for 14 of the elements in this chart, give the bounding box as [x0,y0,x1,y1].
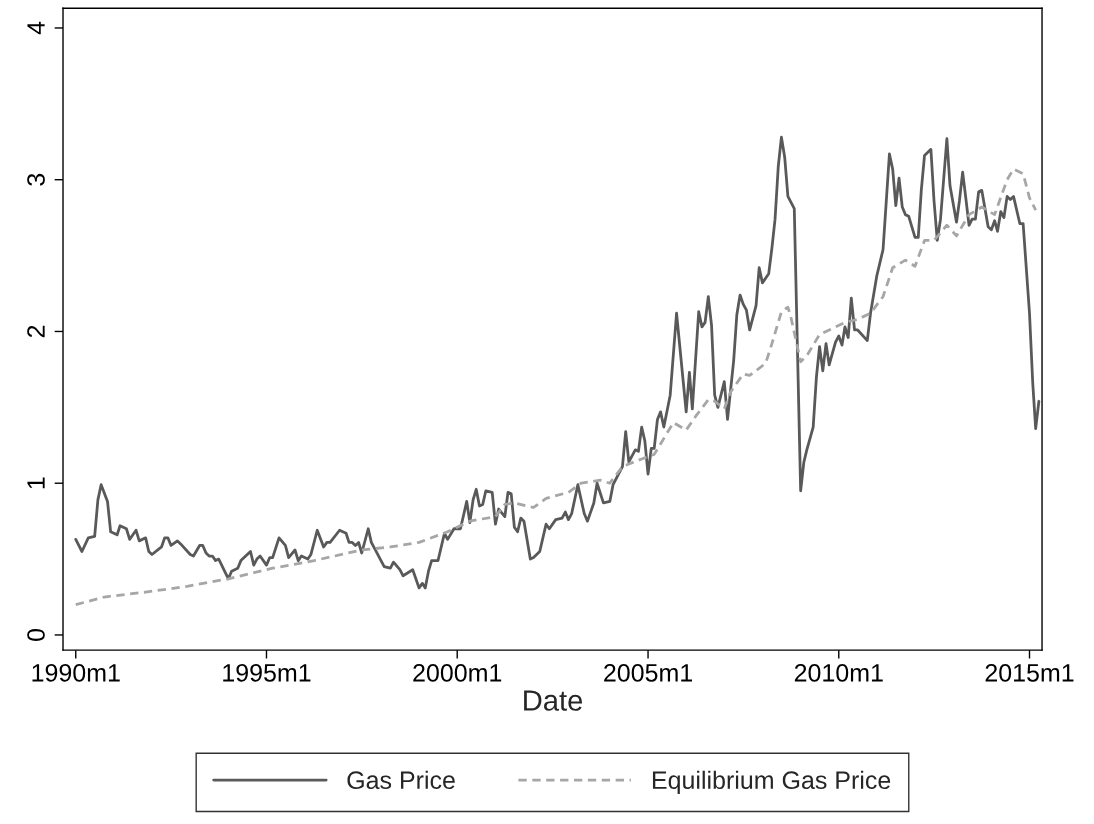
x-tick-label: 2000m1 [413,663,502,682]
y-tick-label: 0 [27,628,45,641]
x-tick-label: 2010m1 [794,663,883,682]
y-tick-label: 4 [27,21,45,35]
x-tick-label: 1995m1 [223,663,311,682]
x-tick-label: 2005m1 [604,663,692,682]
legend-label: Gas Price [347,770,455,790]
x-tick-label: 2015m1 [985,663,1074,682]
x-axis-title: Date [524,690,583,711]
legend-label: Equilibrium Gas Price [652,770,891,794]
x-tick-label: 1990m1 [32,663,120,682]
y-tick-label: 3 [27,173,45,186]
y-tick-label: 1 [27,477,45,489]
y-tick-label: 2 [27,325,45,338]
